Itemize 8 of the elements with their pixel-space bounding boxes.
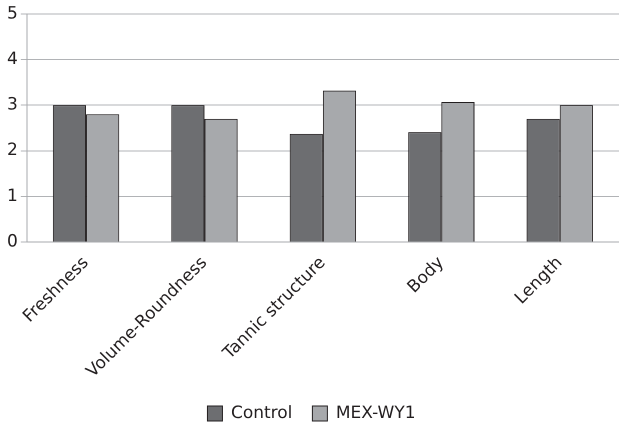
- legend-label: Control: [230, 402, 292, 423]
- y-tick-label: 3: [6, 94, 18, 115]
- y-tick-label: 1: [6, 186, 18, 206]
- y-tick-label: 5: [6, 3, 18, 24]
- legend-label: MEX-WY1: [336, 402, 416, 423]
- y-tick-label: 2: [6, 140, 18, 160]
- y-tick-label: 0: [6, 231, 18, 252]
- y-tick-label: 4: [6, 49, 18, 70]
